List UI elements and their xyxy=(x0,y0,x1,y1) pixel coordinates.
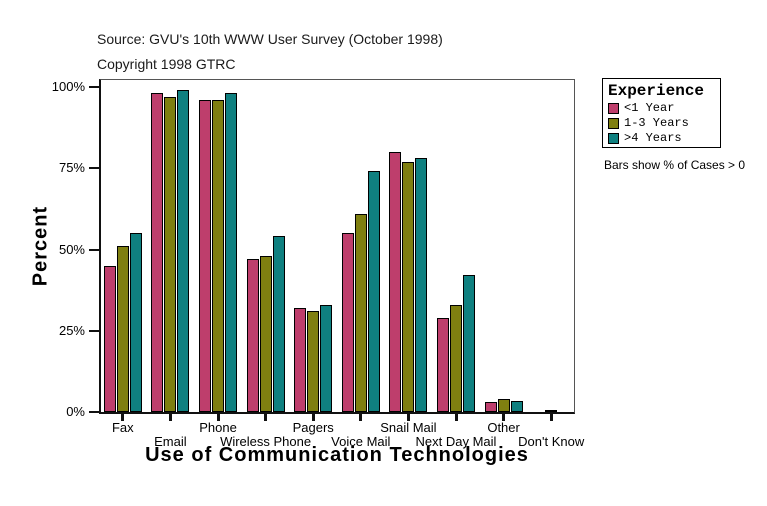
x-tick-label: Next Day Mail xyxy=(415,434,497,449)
legend-item-label: >4 Years xyxy=(624,131,682,145)
bar-1-3-years xyxy=(402,162,415,412)
legend-item-label: <1 Year xyxy=(624,101,675,115)
x-tick-label: Wireless Phone xyxy=(220,434,312,449)
y-tick-label: 75% xyxy=(58,160,85,176)
bar--1-year xyxy=(341,233,354,412)
y-tick-mark xyxy=(89,86,99,88)
legend-swatch-icon xyxy=(608,102,619,114)
bar--1-year xyxy=(199,100,211,412)
y-tick-mark xyxy=(89,411,99,413)
y-tick-label: 50% xyxy=(58,241,85,257)
bar--1-year xyxy=(294,308,307,412)
bar--4-years xyxy=(129,233,142,412)
legend-note: Bars show % of Cases > 0 xyxy=(604,158,746,172)
bar-1-3-years xyxy=(164,97,177,412)
bar-1-3-years xyxy=(354,214,367,412)
bar--4-years xyxy=(320,305,333,412)
legend-swatch-icon xyxy=(608,132,619,144)
x-tick-mark xyxy=(121,414,125,421)
x-tick-label: Fax xyxy=(111,420,134,435)
x-tick-mark xyxy=(502,414,506,421)
y-tick-mark xyxy=(89,329,99,332)
legend-item: >4 Years xyxy=(608,131,715,145)
x-tick-label: Pagers xyxy=(292,420,334,435)
chart-copyright-text: Copyright 1998 GTRC xyxy=(97,56,236,72)
chart-source-text: Source: GVU's 10th WWW User Survey (Octo… xyxy=(97,31,443,47)
x-tick-mark xyxy=(216,414,220,421)
legend-item-label: 1-3 Years xyxy=(624,116,689,130)
legend-swatch-icon xyxy=(608,117,619,129)
bar-1-3-years xyxy=(450,305,462,412)
bar-1-3-years xyxy=(259,256,272,412)
bar-1-3-years xyxy=(212,100,224,412)
x-tick-label: Snail Mail xyxy=(380,420,437,435)
bar--1-year xyxy=(246,259,259,412)
bar--4-years xyxy=(225,93,237,412)
legend-box: Experience <1 Year 1-3 Years >4 Years xyxy=(602,78,721,148)
bar--4-years xyxy=(367,171,380,412)
y-tick-label: 100% xyxy=(51,79,85,94)
bar-1-3-years xyxy=(307,311,320,412)
x-axis-title: Use of Communication Technologies xyxy=(145,444,529,466)
bar--4-years xyxy=(510,401,523,412)
legend-item: 1-3 Years xyxy=(608,116,715,130)
x-tick-mark xyxy=(264,414,268,421)
x-tick-mark xyxy=(406,414,410,421)
y-tick-label: 0% xyxy=(66,404,85,419)
x-tick-mark xyxy=(311,414,315,421)
bar-1-3-years xyxy=(116,246,129,412)
x-tick-mark xyxy=(454,414,458,421)
legend-title: Experience xyxy=(608,82,705,100)
x-tick-mark xyxy=(549,414,553,421)
y-tick-label: 25% xyxy=(58,322,85,338)
x-tick-mark xyxy=(168,414,172,421)
bar--1-year xyxy=(484,402,497,412)
legend-item: <1 Year xyxy=(608,101,715,115)
bar--1-year xyxy=(151,93,164,412)
legend-items: <1 Year 1-3 Years >4 Years xyxy=(608,101,715,145)
x-tick-label: Don't Know xyxy=(518,434,585,449)
bar--1-year xyxy=(437,318,449,412)
bar--1-year xyxy=(389,152,402,412)
x-tick-label: Other xyxy=(487,420,520,435)
y-tick-mark xyxy=(89,248,99,251)
bar--4-years xyxy=(177,90,190,412)
bar--4-years xyxy=(463,275,475,412)
bar-1-3-years xyxy=(545,410,558,412)
bar--4-years xyxy=(272,236,285,412)
y-tick-mark xyxy=(89,167,99,170)
x-tick-mark xyxy=(359,414,363,421)
x-tick-label: Phone xyxy=(199,420,237,435)
bar--1-year xyxy=(103,266,116,412)
x-tick-label: Email xyxy=(154,434,187,449)
x-tick-label: Voice Mail xyxy=(331,434,391,449)
bar--4-years xyxy=(415,158,428,412)
bar-1-3-years xyxy=(497,399,510,412)
